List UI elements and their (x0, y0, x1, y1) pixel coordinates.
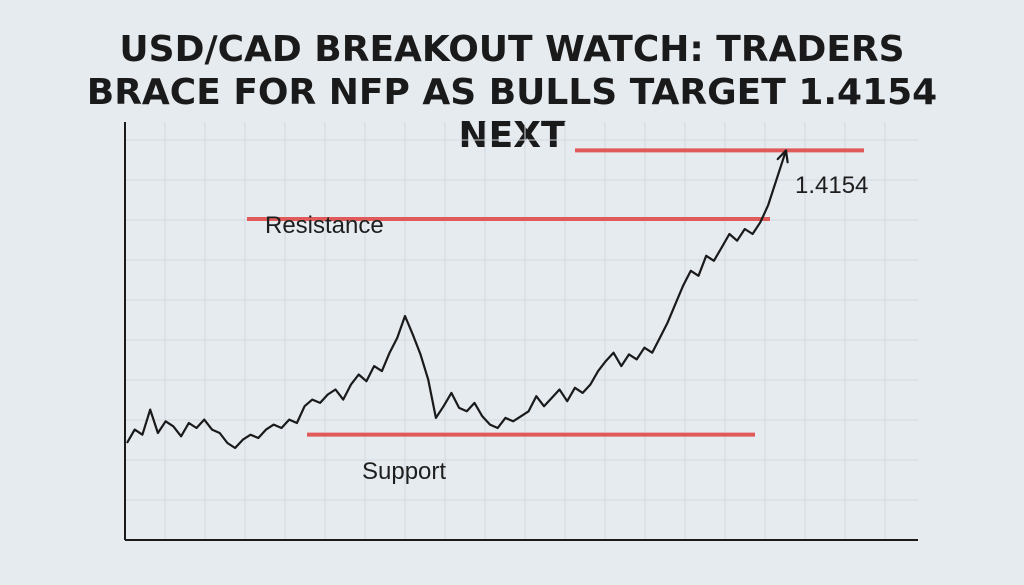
grid (125, 122, 918, 540)
support-label: Support (362, 458, 446, 485)
target-arrow-head (776, 149, 789, 164)
target-price-label: 1.4154 (795, 172, 868, 199)
chart-title-line-1: USD/CAD BREAKOUT WATCH: TRADERS (119, 29, 905, 70)
price-line (126, 205, 769, 450)
chart-title-line-2: BRACE FOR NFP AS BULLS TARGET 1.4154 (86, 72, 938, 113)
level-lines (247, 148, 864, 437)
chart-title-line-3: NEXT (458, 115, 566, 156)
chart-title: USD/CAD BREAKOUT WATCH: TRADERS BRACE FO… (0, 28, 1024, 157)
target-arrow-group (766, 149, 789, 206)
price-series (126, 205, 769, 450)
resistance-label: Resistance (265, 212, 384, 239)
axes (124, 122, 918, 541)
target-arrow-shaft (766, 150, 788, 206)
